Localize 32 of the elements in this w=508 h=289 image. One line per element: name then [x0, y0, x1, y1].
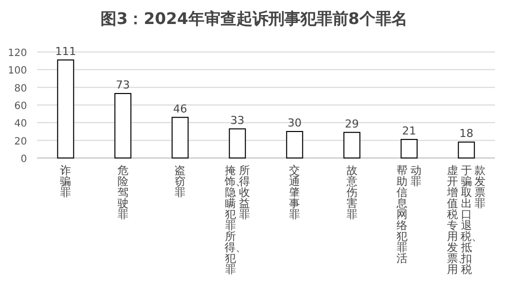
data-label: 33 [230, 114, 244, 127]
chart-title: 图3：2024年审查起诉刑事犯罪前8个罪名 [100, 9, 408, 28]
data-label: 18 [459, 127, 474, 140]
bar [228, 128, 246, 158]
x-tick-label: 故意伤害罪 [345, 164, 358, 223]
bar [343, 132, 360, 158]
x-tick-label: 交通肇事罪 [288, 164, 302, 223]
bar [172, 116, 189, 158]
y-tick-label: 0 [20, 154, 27, 165]
y-tick-label: 100 [8, 66, 27, 77]
data-label: 111 [55, 44, 76, 58]
bar [286, 131, 304, 158]
data-label: 21 [402, 124, 416, 138]
x-tick-label: 诈骗罪 [59, 164, 72, 201]
y-tick-label: 20 [14, 136, 27, 148]
bar [400, 138, 418, 158]
category-label: 帮助信息网络犯罪活动罪 [396, 164, 422, 265]
bar [57, 59, 74, 158]
category-label: 掩饰、隐瞒犯罪所得、犯罪所得收益罪 [224, 164, 250, 276]
category-label: 虚开增值税专用发票、用于骗取出口退税、抵扣税款发票罪 [446, 164, 486, 276]
data-label: 29 [344, 117, 359, 130]
x-tick-label: 盗窃罪 [174, 164, 187, 201]
y-tick-label: 40 [14, 118, 27, 130]
bar [114, 93, 132, 158]
data-label: 30 [288, 116, 302, 130]
x-tick-label: 危险驾驶罪 [116, 164, 130, 223]
y-tick-label: 80 [14, 83, 27, 94]
bar [458, 142, 475, 158]
y-tick-label: 60 [14, 101, 27, 112]
data-label: 46 [173, 102, 188, 116]
data-label: 73 [116, 78, 130, 92]
y-tick-label: 120 [8, 48, 27, 59]
